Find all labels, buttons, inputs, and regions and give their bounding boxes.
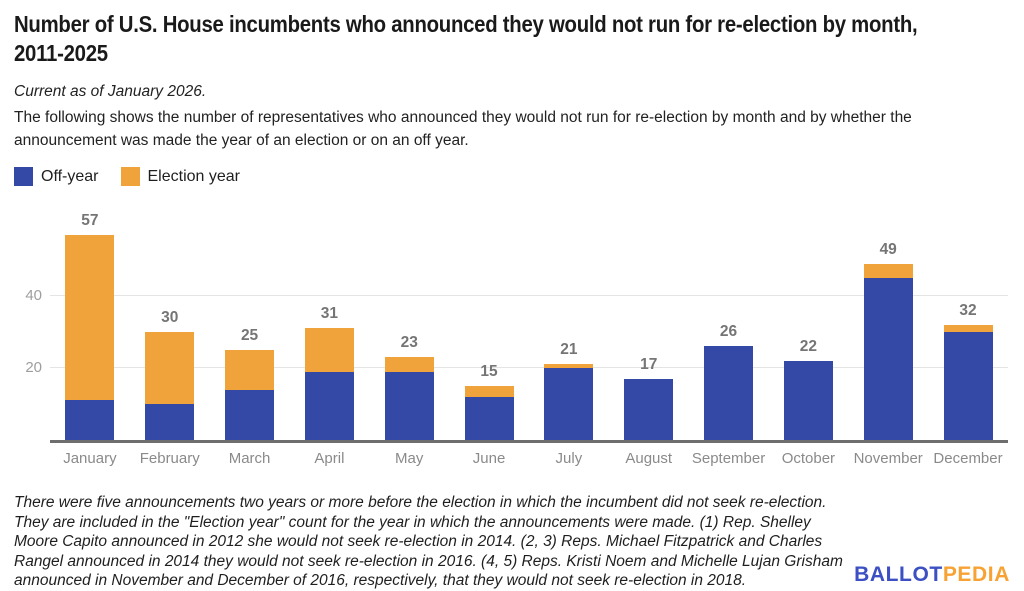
bar-segment-election-year (464, 386, 514, 397)
bar-segment-off-year (624, 378, 674, 440)
month-label-may: May (395, 450, 424, 467)
logo-pedia: PEDIA (942, 562, 1010, 586)
bar-segment-off-year (863, 278, 913, 440)
bar-segment-off-year (464, 396, 514, 440)
chart-column-september: 26 (689, 209, 769, 440)
bar-segment-off-year (304, 371, 354, 440)
bar-value-label: 26 (719, 323, 738, 341)
month-label-july: July (555, 450, 583, 467)
bar-stack-september (704, 346, 754, 440)
chart-description: The following shows the number of repres… (14, 109, 912, 149)
bar-stack-march (225, 350, 275, 440)
chart-legend: Off-year Election year (14, 167, 1010, 186)
y-axis-tick-label-40: 40 (25, 287, 42, 304)
bar-stack-july (544, 364, 594, 440)
bar-segment-off-year (384, 371, 434, 440)
bar-value-label: 49 (879, 240, 897, 258)
bar-stack-april (304, 328, 354, 440)
bar-segment-off-year (145, 404, 195, 440)
chart-column-february: 30 (130, 209, 210, 440)
month-label-february: February (139, 450, 200, 467)
bar-segment-election-year (65, 234, 115, 401)
bar-value-label: 21 (560, 341, 578, 359)
footnote: There were five announcements two years … (14, 494, 843, 590)
bar-segment-election-year (863, 263, 913, 278)
bar-value-label: 57 (81, 211, 99, 229)
chart-column-december: 32 (928, 209, 1008, 440)
chart-column-june: 15 (449, 209, 529, 440)
bar-value-label: 23 (400, 334, 418, 352)
footer: There were five announcements two years … (14, 493, 1010, 591)
legend-label: Off-year (41, 167, 99, 185)
bar-segment-election-year (304, 328, 354, 372)
bar-segment-off-year (544, 368, 594, 440)
bar-segment-off-year (65, 400, 115, 440)
bar-stack-june (464, 386, 514, 440)
bar-segment-off-year (704, 346, 754, 440)
month-label-october: October (781, 450, 836, 467)
month-label-june: June (472, 450, 506, 467)
bar-stack-august (624, 378, 674, 440)
chart-column-may: 23 (369, 209, 449, 440)
bar-value-label: 32 (959, 301, 977, 319)
bar-segment-election-year (384, 357, 434, 372)
month-label-january: January (63, 450, 117, 467)
bar-value-label: 15 (480, 363, 498, 381)
legend-item-off-year: Off-year (14, 167, 99, 186)
page-title: Number of U.S. House incumbents who anno… (14, 10, 1010, 68)
bar-stack-january (65, 234, 115, 440)
chart-column-april: 31 (289, 209, 369, 440)
bar-value-label: 25 (240, 327, 259, 345)
chart-column-october: 22 (768, 209, 848, 440)
legend-item-election-year: Election year (120, 167, 241, 186)
bar-stack-december (943, 324, 993, 440)
bar-chart: 57 30 25 31 23 15 21 17 26 22 49 32 January February… (14, 209, 1010, 467)
bar-segment-off-year (225, 389, 275, 440)
bar-value-label: 30 (161, 309, 179, 326)
logo-ballot: BALLOT (854, 562, 943, 586)
bar-stack-may (384, 357, 434, 440)
bar-value-label: 22 (799, 337, 817, 355)
bar-value-label: 31 (320, 305, 339, 323)
bar-segment-election-year (225, 350, 275, 390)
bar-segment-election-year (145, 332, 195, 404)
chart-column-january: 57 (50, 209, 130, 440)
page-title-line-1: Number of U.S. House incumbents who anno… (14, 11, 918, 37)
month-label-september: September (691, 450, 766, 467)
bar-stack-february (145, 332, 195, 440)
page-title-line-2: 2011-2025 (14, 40, 108, 66)
chart-column-november: 49 (848, 209, 928, 440)
y-axis-tick-label-20: 20 (25, 359, 42, 376)
bar-value-label: 17 (640, 355, 658, 373)
month-label-march: March (228, 450, 271, 467)
chart-column-march: 25 (210, 209, 290, 440)
legend-swatch-icon (14, 167, 33, 186)
month-label-april: April (314, 450, 345, 467)
chart-columns: 57 30 25 31 23 15 21 17 26 22 49 32 (50, 209, 1008, 440)
legend-label: Election year (147, 167, 241, 185)
bar-stack-november (863, 263, 913, 440)
gridline-20 (50, 367, 1008, 368)
gridline-40 (50, 295, 1008, 296)
chart-column-august: 17 (609, 209, 689, 440)
bar-segment-election-year (544, 364, 594, 368)
month-label-december: December (933, 450, 1003, 467)
chart-column-july: 21 (529, 209, 609, 440)
ballotpedia-logo: BALLOTPEDIA (854, 563, 1010, 587)
month-label-november: November (853, 450, 923, 467)
legend-swatch-icon (120, 167, 140, 186)
bar-segment-off-year (783, 360, 833, 440)
month-labels-row: January February March April May June July Augu… (50, 450, 1008, 467)
bar-segment-election-year (943, 324, 993, 332)
month-label-august: August (625, 450, 673, 467)
bar-segment-off-year (943, 332, 993, 440)
x-axis-baseline (50, 440, 1008, 443)
bar-stack-october (783, 360, 833, 440)
chart-subtitle: Current as of January 2026. (14, 83, 207, 100)
